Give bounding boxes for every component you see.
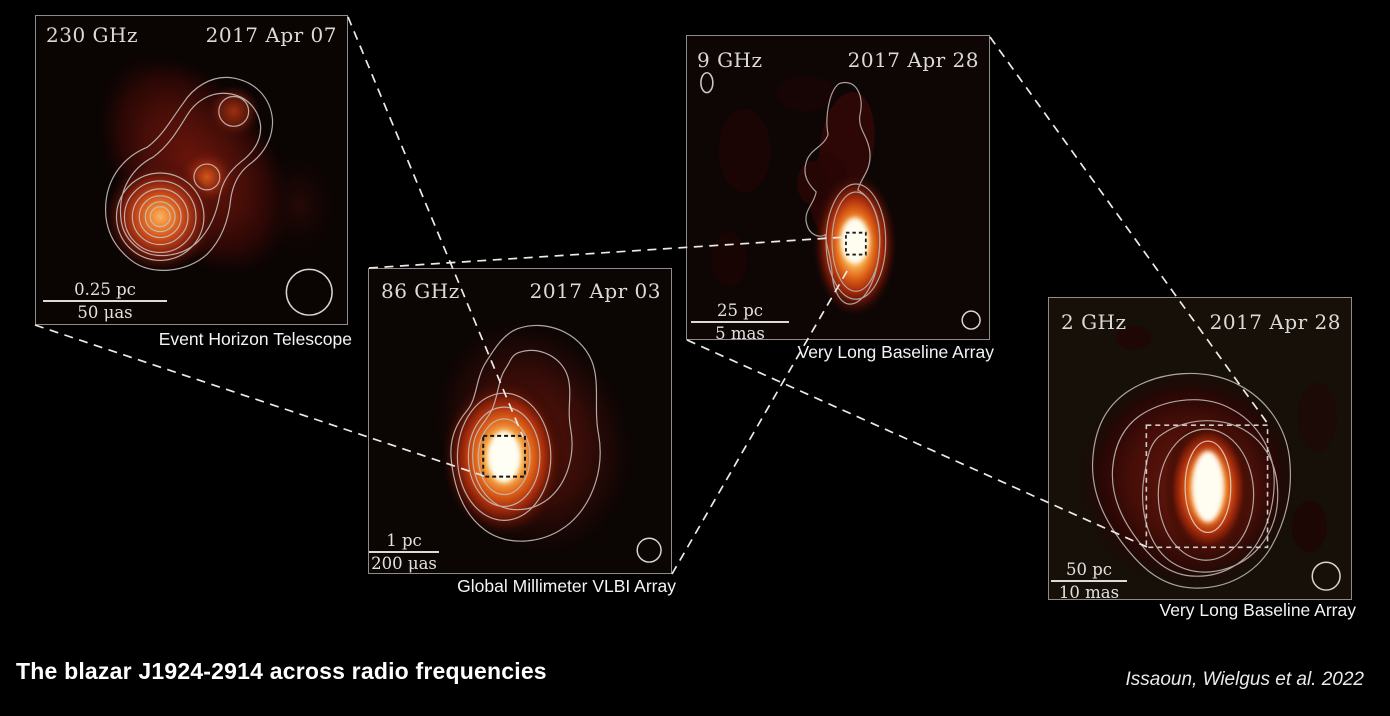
- scale-line: [1051, 580, 1127, 582]
- scale-bottom-label: 50 μas: [77, 302, 133, 322]
- scalebar: 25 pc 5 mas: [691, 301, 789, 343]
- panel-9ghz: 9 GHz 2017 Apr 28 25 pc 5 mas: [686, 35, 990, 343]
- small-contour-icon: [700, 71, 714, 94]
- beam-circle-icon: [961, 310, 981, 330]
- blob-image-2ghz: [1049, 298, 1351, 599]
- scale-line: [43, 300, 167, 302]
- scale-bottom-label: 200 μas: [371, 553, 437, 573]
- figure-credit: Issaoun, Wielgus et al. 2022: [1125, 669, 1364, 690]
- scale-top-label: 25 pc: [716, 301, 764, 320]
- panel-86ghz: 86 GHz 2017 Apr 03 1 pc 200 μas: [368, 268, 672, 574]
- label-frequency: 2 GHz: [1061, 310, 1127, 334]
- label-frequency: 86 GHz: [381, 279, 460, 303]
- caption-telescope-230ghz: Event Horizon Telescope: [158, 329, 352, 349]
- scale-top-label: 1 pc: [386, 531, 422, 550]
- label-date: 2017 Apr 28: [847, 48, 979, 72]
- scalebar: 1 pc 200 μas: [369, 531, 439, 573]
- figure-title: The blazar J1924-2914 across radio frequ…: [16, 658, 547, 684]
- blob-image-9ghz: [687, 36, 989, 339]
- contour-lines: [104, 76, 274, 271]
- scalebar: 50 pc 10 mas: [1051, 560, 1127, 602]
- caption-telescope-86ghz: Global Millimeter VLBI Array: [457, 576, 676, 596]
- blob-image-86ghz: [369, 269, 671, 573]
- beam-circle-icon: [636, 537, 662, 563]
- caption-telescope-2ghz: Very Long Baseline Array: [1159, 600, 1356, 620]
- label-date: 2017 Apr 28: [1209, 310, 1341, 334]
- scale-top-label: 0.25 pc: [74, 280, 136, 299]
- scale-bottom-label: 5 mas: [715, 323, 765, 343]
- beam-circle-icon: [1311, 561, 1341, 591]
- label-date: 2017 Apr 07: [205, 23, 337, 47]
- blob-image-230ghz: [36, 16, 347, 324]
- panel-2ghz: 2 GHz 2017 Apr 28 50 pc 10 mas: [1048, 297, 1352, 602]
- scale-line: [369, 551, 439, 553]
- scalebar: 0.25 pc 50 μas: [43, 280, 167, 322]
- label-frequency: 9 GHz: [697, 48, 763, 72]
- label-date: 2017 Apr 03: [529, 279, 661, 303]
- beam-circle-icon: [285, 268, 333, 316]
- label-frequency: 230 GHz: [46, 23, 138, 47]
- zoom-box: [1145, 424, 1269, 549]
- scale-bottom-label: 10 mas: [1058, 582, 1120, 602]
- scale-top-label: 50 pc: [1065, 560, 1113, 579]
- caption-telescope-9ghz: Very Long Baseline Array: [797, 342, 994, 362]
- scale-line: [691, 321, 789, 323]
- panel-230ghz: 230 GHz 2017 Apr 07 0.25 pc 50 μas: [35, 15, 348, 325]
